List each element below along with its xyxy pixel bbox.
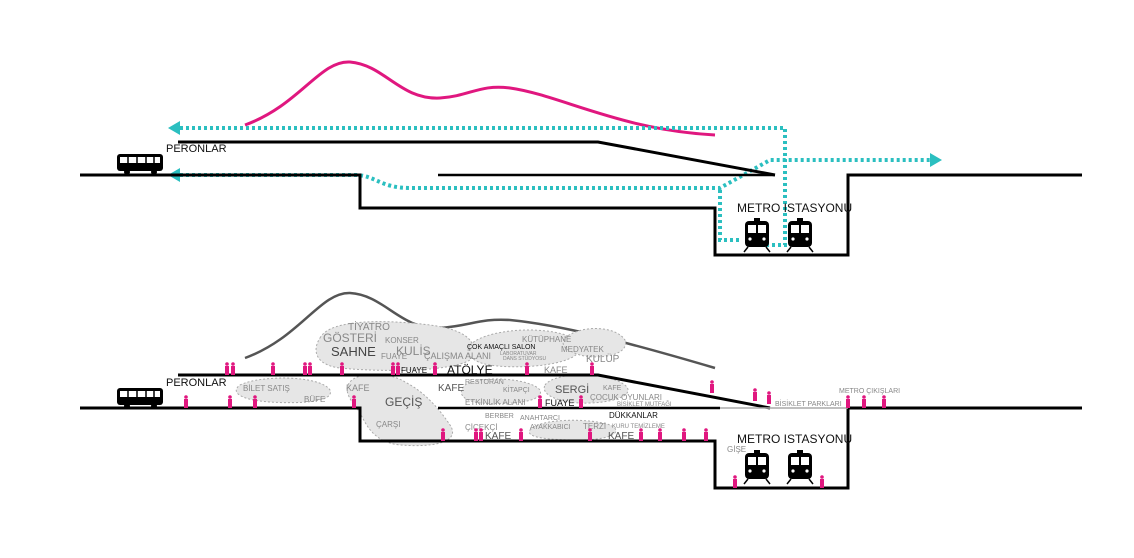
label: KAFE [603, 385, 622, 392]
label: KÜTÜPHANE [522, 335, 571, 344]
label: DÜKKANLAR [609, 411, 658, 420]
top-section: PERONLAR METRO ISTASYONU [80, 60, 1082, 257]
label: BİSİKLET PARKLARI [775, 399, 842, 408]
label: SERGİ [555, 383, 589, 396]
label: GÖSTERİ [323, 331, 377, 345]
label: KAFE [544, 365, 568, 375]
bottom-section: PERONLAR METRO ISTASYONU TİYATRO GÖSTERİ… [80, 291, 1082, 490]
label: DANS STÜDYOSU [503, 355, 546, 362]
metro-station-label: METRO ISTASYONU [737, 432, 852, 446]
label: BERBER [485, 413, 514, 420]
label: ÇİÇEKÇİ [465, 423, 497, 432]
label: ÇOCUK OYUNLARI [590, 393, 662, 402]
label: KAFE [438, 383, 464, 394]
label: KULÜP [586, 353, 620, 365]
label: LABORATUVAR [500, 351, 537, 357]
train-icon [743, 449, 771, 485]
label: BİSİKLET MUTFAĞI [617, 401, 672, 408]
label: BİLET SATIŞ [243, 384, 290, 393]
label: ATÖLYE [447, 363, 493, 377]
label: KONSER [385, 336, 419, 345]
metro-station-label: METRO ISTASYONU [737, 201, 852, 215]
label: METRO ÇIKIŞLARI [839, 388, 900, 395]
label: ÇARŞI [376, 420, 400, 429]
label: ÇOK AMAÇLI SALON [467, 344, 535, 351]
pedestrian-paths [180, 126, 930, 247]
arrow-left-icon [168, 121, 180, 135]
label: BÜFE [304, 395, 325, 404]
label: FUAYE [381, 352, 407, 361]
label: SAHNE [331, 344, 376, 359]
label: FUAYE [401, 366, 427, 375]
label: FUAYE [545, 398, 574, 408]
label: GEÇİŞ [385, 395, 422, 409]
bus-icon [116, 153, 164, 176]
label: ANAHTARCI [520, 415, 560, 422]
label: ÇALIŞMA ALANI [424, 351, 491, 361]
label: AYAKKABICI [530, 424, 571, 431]
train-icon [786, 217, 814, 253]
arrow-right-icon [930, 153, 942, 167]
label: KAFE [346, 383, 370, 393]
zones [235, 321, 629, 447]
peronlar-label: PERONLAR [166, 143, 227, 155]
label: KAFE [485, 431, 511, 442]
label: TERZİ [583, 422, 606, 431]
bus-icon [116, 387, 164, 410]
label: MEDYATEK [561, 345, 604, 354]
label: KULİS [396, 344, 431, 358]
peronlar-label: PERONLAR [166, 377, 227, 389]
label: KAFE [608, 431, 634, 442]
label: KURU TEMİZLEME [612, 423, 665, 430]
label: KİTAPÇI [503, 385, 530, 394]
label: GİŞE [727, 445, 746, 454]
space-labels: TİYATRO GÖSTERİ KONSER SAHNE KULİS FUAYE… [243, 320, 900, 454]
activity-curve [244, 60, 716, 137]
train-icon [786, 449, 814, 485]
label: ETKİNLİK ALANI [465, 398, 525, 407]
label: TİYATRO [348, 320, 390, 333]
label: RESTORAN [465, 379, 504, 386]
